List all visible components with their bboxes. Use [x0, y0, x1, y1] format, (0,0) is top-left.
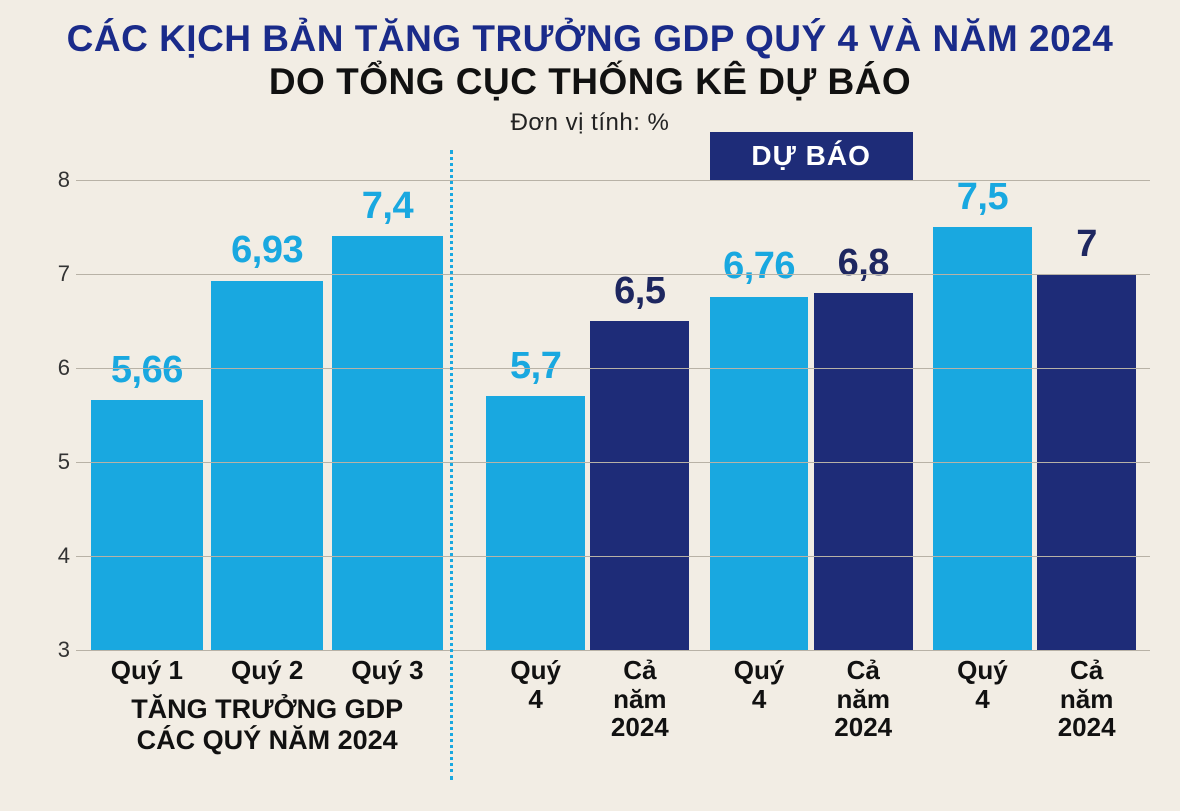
gridline [76, 462, 1150, 463]
gridline [76, 650, 1150, 651]
bar-value-label: 7,4 [276, 185, 499, 228]
y-tick-label: 4 [46, 543, 70, 569]
x-tick-label: Quý4 [710, 656, 809, 713]
bars-layer: 5,666,937,45,76,56,766,87,57 [76, 180, 1150, 650]
bar: 6,76 [710, 297, 809, 650]
bar: 7,5 [933, 227, 1032, 650]
y-tick-label: 7 [46, 261, 70, 287]
bar: 5,7 [486, 396, 585, 650]
forecast-badge: DỰ BÁO [710, 132, 913, 180]
y-tick-label: 8 [46, 167, 70, 193]
unit-label: Đơn vị tính: % [0, 109, 1180, 137]
x-tick-label: Cảnăm2024 [1037, 656, 1136, 742]
title-line-2: DO TỔNG CỤC THỐNG KÊ DỰ BÁO [0, 61, 1180, 104]
gridline [76, 274, 1150, 275]
bar: 5,66 [91, 400, 203, 650]
bar: 6,5 [590, 321, 689, 650]
y-tick-label: 5 [46, 449, 70, 475]
x-tick-label: Quý4 [486, 656, 585, 713]
left-section-label: TĂNG TRƯỞNG GDPCÁC QUÝ NĂM 2024 [91, 694, 443, 756]
bar-value-label: 7 [988, 223, 1180, 266]
plot-area: 5,666,937,45,76,56,766,87,57 345678DỰ BÁ… [76, 180, 1150, 650]
x-tick-label: Cảnăm2024 [590, 656, 689, 742]
chart-container: 5,666,937,45,76,56,766,87,57 345678DỰ BÁ… [36, 180, 1150, 791]
bar-value-label: 7,5 [884, 176, 1082, 219]
x-tick-label: Quý 1 [91, 656, 203, 685]
gridline [76, 556, 1150, 557]
y-tick-label: 3 [46, 637, 70, 663]
gridline [76, 368, 1150, 369]
x-tick-label: Cảnăm2024 [814, 656, 913, 742]
title-line-1: CÁC KỊCH BẢN TĂNG TRƯỞNG GDP QUÝ 4 VÀ NĂ… [0, 18, 1180, 61]
gridline [76, 180, 1150, 181]
x-tick-label: Quý4 [933, 656, 1032, 713]
bar: 7,4 [332, 236, 444, 650]
y-tick-label: 6 [46, 355, 70, 381]
bar: 6,93 [211, 281, 323, 650]
bar: 6,8 [814, 293, 913, 650]
x-tick-label: Quý 3 [332, 656, 444, 685]
x-tick-label: Quý 2 [211, 656, 323, 685]
chart-title: CÁC KỊCH BẢN TĂNG TRƯỞNG GDP QUÝ 4 VÀ NĂ… [0, 0, 1180, 103]
section-divider [450, 150, 453, 780]
